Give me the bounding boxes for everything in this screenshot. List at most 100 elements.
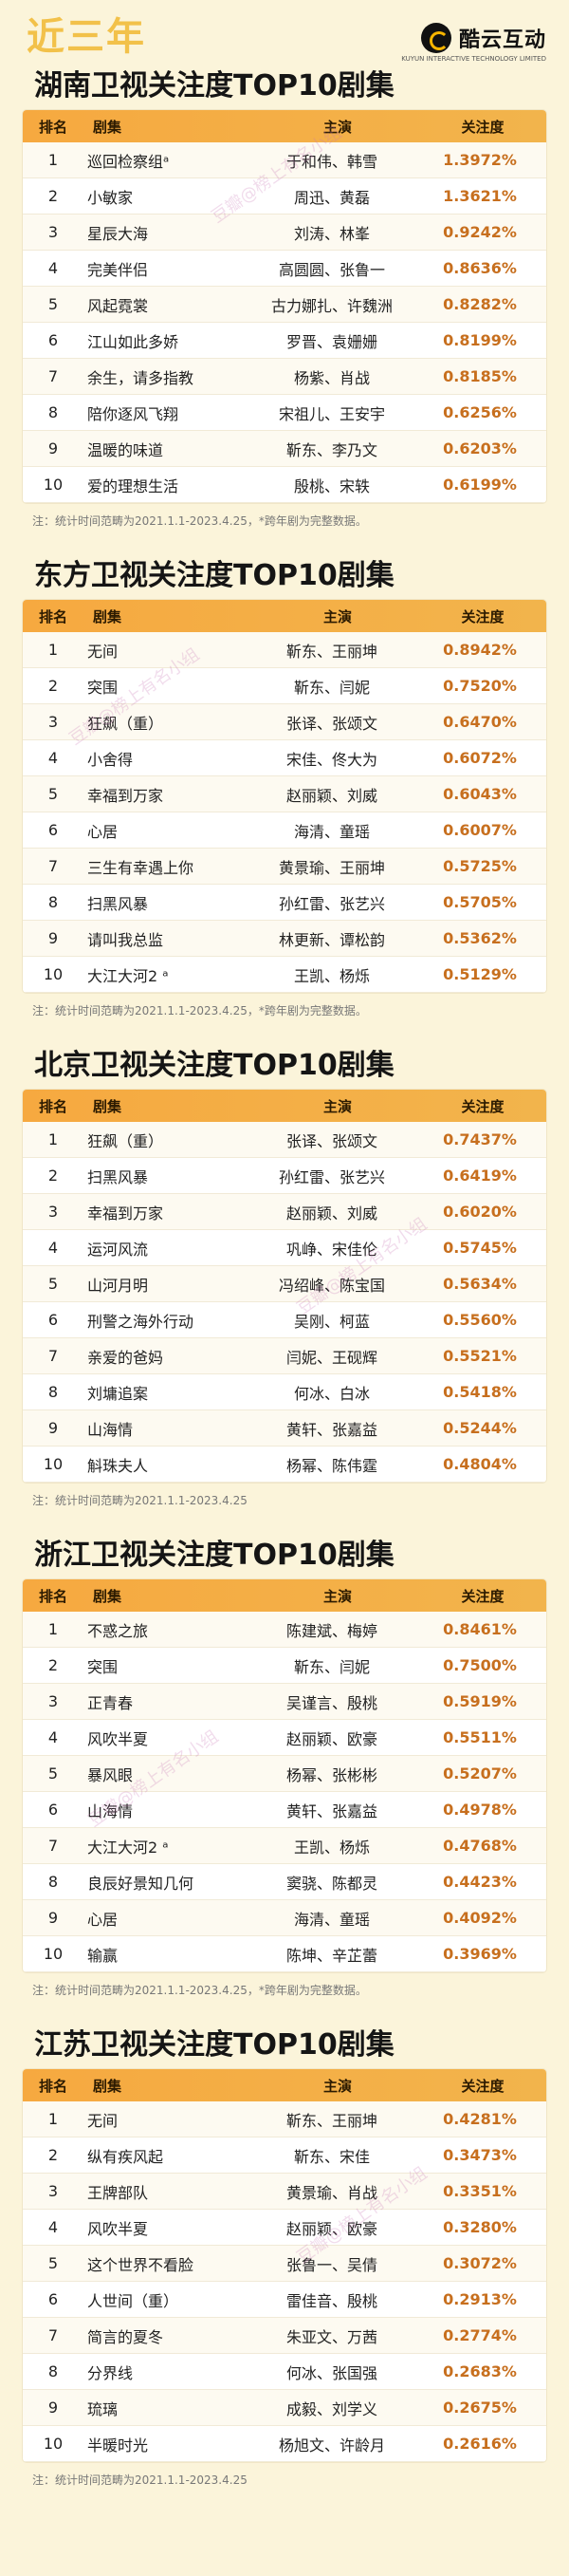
page-kicker: 近三年 (27, 15, 146, 59)
rank-cell: 9 (47, 2399, 59, 2417)
attention-score-cell: 0.5705% (443, 893, 517, 911)
attention-score-cell: 0.5560% (443, 1311, 517, 1329)
table-row: 3 正青春 吴谨言、殷桃 0.5919% (23, 1684, 546, 1720)
rank-cell: 1 (47, 2110, 59, 2128)
cast-cell: 赵丽颖、欧豪 (285, 2219, 377, 2238)
cast-cell: 成毅、刘学义 (285, 2399, 377, 2418)
table-row: 5 暴风眼 杨幂、张彬彬 0.5207% (23, 1756, 546, 1792)
cast-cell: 靳东、王丽坤 (285, 2111, 377, 2130)
rank-cell: 8 (47, 893, 59, 911)
column-header-score: 关注度 (461, 1097, 505, 1115)
table-row: 2 小敏家 周迅、黄磊 1.3621% (23, 178, 546, 215)
rank-cell: 8 (47, 403, 59, 421)
drama-title-cell: 无间 (87, 642, 119, 661)
section-title: 湖南卫视关注度TOP10剧集 (34, 69, 395, 103)
table-row: 4 完美伴侣 高圆圆、张鲁一 0.8636% (23, 251, 546, 287)
attention-score-cell: 0.5511% (443, 1728, 517, 1746)
table-row: 7 大江大河2 ᵃ 王凯、杨烁 0.4768% (23, 1828, 546, 1864)
rank-cell: 6 (47, 1801, 59, 1819)
table-row: 7 余生，请多指教 杨紫、肖战 0.8185% (23, 359, 546, 395)
attention-score-cell: 0.5521% (443, 1347, 517, 1365)
drama-title-cell: 斛珠夫人 (87, 1456, 149, 1475)
attention-score-cell: 0.6470% (443, 713, 517, 731)
rank-cell: 6 (47, 331, 59, 349)
drama-title-cell: 温暖的味道 (87, 440, 164, 459)
section-footnote: 注：统计时间范畴为2021.1.1-2023.4.25，*跨年剧为完整数据。 (32, 514, 367, 528)
rank-cell: 4 (47, 259, 59, 277)
attention-score-cell: 0.3473% (443, 2146, 517, 2164)
attention-score-cell: 0.7520% (443, 677, 517, 695)
drama-title-cell: 简言的夏冬 (87, 2327, 164, 2346)
table-row: 1 狂飙（重） 张译、张颂文 0.7437% (23, 1122, 546, 1158)
attention-score-cell: 0.8942% (443, 641, 517, 659)
drama-title-cell: 刑警之海外行动 (87, 1312, 194, 1331)
ranking-table: 排名 剧集 主演 关注度 1 无间 靳东、王丽坤 0.8942% 2 突围 靳东、闫妮 0.7520%… (23, 600, 546, 993)
drama-title-cell: 小敏家 (87, 188, 134, 207)
cast-cell: 杨紫、肖战 (293, 368, 370, 387)
table-row: 2 纵有疾风起 靳东、宋佳 0.3473% (23, 2137, 546, 2174)
drama-title-cell: 不惑之旅 (87, 1621, 149, 1640)
table-row: 2 突围 靳东、闫妮 0.7520% (23, 668, 546, 704)
column-header-title: 剧集 (93, 2077, 122, 2095)
attention-score-cell: 0.8199% (443, 331, 517, 349)
cast-cell: 吴刚、柯蓝 (293, 1312, 370, 1331)
drama-title-cell: 刘墉追案 (87, 1384, 149, 1403)
table-row: 7 三生有幸遇上你 黄景瑜、王丽坤 0.5725% (23, 849, 546, 885)
column-header-title: 剧集 (93, 607, 122, 625)
table-row: 6 心居 海清、童瑶 0.6007% (23, 812, 546, 849)
cast-cell: 赵丽颖、刘威 (285, 786, 377, 805)
attention-score-cell: 0.6020% (443, 1203, 517, 1221)
table-header: 排名 剧集 主演 关注度 (23, 1090, 546, 1122)
cast-cell: 冯绍峰、陈宝国 (278, 1276, 385, 1295)
cast-cell: 何冰、白冰 (293, 1384, 370, 1403)
rank-cell: 1 (47, 1130, 59, 1148)
rank-cell: 10 (43, 476, 64, 494)
rank-cell: 10 (43, 2435, 64, 2453)
rank-cell: 4 (47, 2218, 59, 2236)
drama-title-cell: 陪你逐风飞翔 (87, 404, 179, 423)
attention-score-cell: 0.3280% (443, 2218, 517, 2236)
kuyun-logo-icon (420, 23, 451, 53)
section-footnote: 注：统计时间范畴为2021.1.1-2023.4.25，*跨年剧为完整数据。 (32, 1984, 367, 1997)
cast-cell: 靳东、闫妮 (293, 678, 370, 697)
rank-cell: 5 (47, 295, 59, 313)
attention-score-cell: 0.5362% (443, 929, 517, 947)
attention-score-cell: 0.4768% (443, 1837, 517, 1855)
cast-cell: 孙红雷、张艺兴 (278, 894, 385, 913)
drama-title-cell: 无间 (87, 2111, 119, 2130)
rank-cell: 5 (47, 1764, 59, 1783)
column-header-cast: 主演 (322, 1587, 352, 1605)
drama-title-cell: 正青春 (87, 1693, 134, 1712)
cast-cell: 巩峥、宋佳伦 (285, 1240, 377, 1259)
column-header-cast: 主演 (322, 118, 352, 136)
table-row: 1 巡回检察组ᵃ 于和伟、韩雪 1.3972% (23, 142, 546, 178)
table-row: 9 心居 海清、童瑶 0.4092% (23, 1900, 546, 1936)
table-row: 8 分界线 何冰、张国强 0.2683% (23, 2354, 546, 2390)
section-title: 浙江卫视关注度TOP10剧集 (34, 1539, 395, 1572)
rank-cell: 5 (47, 2254, 59, 2272)
cast-cell: 林更新、谭松韵 (278, 930, 385, 949)
rank-cell: 9 (47, 1909, 59, 1927)
rank-cell: 9 (47, 439, 59, 457)
cast-cell: 王凯、杨烁 (293, 1838, 370, 1857)
table-row: 9 山海情 黄轩、张嘉益 0.5244% (23, 1410, 546, 1447)
page-header: 近三年 酷云互动 KUYUN INTERACTIVE TECHNOLOGY LI… (0, 0, 569, 63)
cast-cell: 陈坤、辛芷蕾 (285, 1946, 377, 1965)
cast-cell: 杨旭文、许龄月 (278, 2436, 385, 2455)
attention-score-cell: 0.6419% (443, 1167, 517, 1185)
cast-cell: 雷佳音、殷桃 (285, 2291, 377, 2310)
cast-cell: 宋佳、佟大为 (285, 750, 377, 769)
table-row: 5 这个世界不看脸 张鲁一、吴倩 0.3072% (23, 2246, 546, 2282)
drama-title-cell: 大江大河2 ᵃ (87, 966, 169, 985)
attention-score-cell: 0.7437% (443, 1130, 517, 1148)
cast-cell: 靳东、宋佳 (293, 2147, 370, 2166)
drama-title-cell: 暴风眼 (87, 1765, 134, 1784)
table-row: 1 不惑之旅 陈建斌、梅婷 0.8461% (23, 1612, 546, 1648)
section-footnote: 注：统计时间范畴为2021.1.1-2023.4.25 (32, 1494, 248, 1507)
table-row: 6 江山如此多娇 罗晋、袁姗姗 0.8199% (23, 323, 546, 359)
attention-score-cell: 0.8282% (443, 295, 517, 313)
column-header-rank: 排名 (38, 1587, 67, 1605)
cast-cell: 于和伟、韩雪 (285, 152, 377, 171)
ranking-table: 排名 剧集 主演 关注度 1 不惑之旅 陈建斌、梅婷 0.8461% 2 突围 靳东、闫妮 0.750… (23, 1579, 546, 1972)
rank-cell: 8 (47, 1383, 59, 1401)
